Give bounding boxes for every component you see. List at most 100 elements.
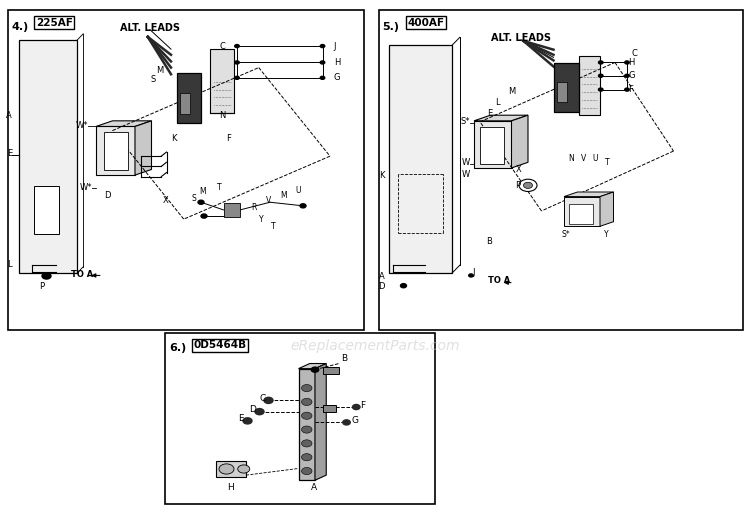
Circle shape	[598, 88, 603, 91]
Bar	[556, 82, 567, 102]
Text: N: N	[568, 154, 574, 163]
Polygon shape	[512, 115, 528, 168]
Text: T: T	[605, 158, 610, 167]
Text: L: L	[495, 98, 500, 107]
Text: P: P	[40, 282, 44, 291]
Circle shape	[302, 440, 312, 447]
Text: J: J	[334, 41, 336, 51]
Polygon shape	[96, 121, 152, 126]
Circle shape	[302, 426, 312, 433]
Text: B: B	[486, 237, 492, 246]
Text: M: M	[280, 191, 286, 200]
Text: A: A	[311, 483, 317, 493]
Text: S: S	[192, 194, 196, 203]
Text: C: C	[219, 41, 225, 51]
Polygon shape	[474, 115, 528, 121]
Text: C: C	[260, 394, 266, 403]
Circle shape	[625, 61, 629, 64]
Text: G: G	[334, 73, 340, 82]
Text: P: P	[514, 181, 520, 190]
Circle shape	[302, 398, 312, 406]
Text: 6.): 6.)	[169, 343, 186, 353]
Bar	[34, 186, 58, 234]
Bar	[379, 10, 742, 330]
Circle shape	[598, 61, 603, 64]
Text: C: C	[632, 49, 638, 58]
Circle shape	[201, 214, 207, 218]
Text: D: D	[104, 191, 111, 200]
Circle shape	[302, 454, 312, 461]
Bar	[177, 73, 201, 123]
Bar	[180, 93, 190, 114]
Text: B: B	[341, 354, 347, 363]
Text: H: H	[334, 58, 340, 67]
Text: V: V	[266, 196, 272, 205]
Text: H: H	[228, 483, 234, 492]
Circle shape	[302, 467, 312, 475]
Circle shape	[302, 385, 312, 392]
Circle shape	[302, 412, 312, 419]
Text: D: D	[250, 405, 256, 414]
Bar	[480, 127, 504, 164]
Circle shape	[625, 74, 629, 77]
Polygon shape	[564, 197, 600, 226]
Text: 400AF: 400AF	[407, 18, 444, 28]
Text: W*: W*	[80, 183, 92, 192]
Text: L: L	[8, 260, 12, 269]
Text: A: A	[379, 272, 385, 281]
Text: D: D	[378, 282, 385, 291]
Text: 0D5464B: 0D5464B	[194, 340, 247, 351]
Bar	[554, 63, 579, 112]
Text: X: X	[163, 196, 169, 205]
Bar	[388, 45, 452, 273]
Circle shape	[625, 88, 629, 91]
Text: Y: Y	[260, 215, 264, 224]
Text: G: G	[628, 71, 635, 80]
Text: A: A	[6, 111, 12, 120]
Text: R: R	[251, 203, 257, 212]
Bar	[224, 203, 240, 217]
Text: U: U	[592, 154, 598, 163]
Text: G: G	[351, 416, 358, 425]
Text: M: M	[200, 187, 206, 197]
Polygon shape	[600, 192, 613, 226]
Circle shape	[343, 420, 350, 425]
Text: ALT. LEADS: ALT. LEADS	[491, 33, 551, 44]
Circle shape	[219, 464, 234, 474]
Text: TO A: TO A	[488, 276, 510, 285]
Text: K: K	[172, 134, 177, 143]
Text: S*: S*	[561, 230, 570, 239]
Bar	[298, 369, 315, 480]
Bar	[104, 132, 128, 170]
Text: X: X	[516, 165, 522, 175]
Circle shape	[300, 204, 306, 208]
Text: TO A: TO A	[71, 270, 94, 279]
Circle shape	[320, 76, 325, 79]
Text: S*: S*	[460, 117, 470, 126]
Text: F: F	[360, 401, 365, 410]
Circle shape	[235, 45, 239, 48]
Bar	[216, 461, 246, 477]
Text: N: N	[219, 111, 225, 120]
Text: E: E	[488, 109, 492, 118]
Text: E: E	[7, 149, 12, 158]
Polygon shape	[315, 364, 326, 480]
Text: U: U	[296, 186, 302, 195]
Bar	[19, 40, 77, 273]
Circle shape	[243, 418, 252, 424]
Text: W: W	[462, 169, 470, 179]
Circle shape	[352, 404, 360, 410]
Text: F: F	[628, 85, 633, 94]
Text: V: V	[580, 154, 586, 163]
Bar	[210, 49, 234, 113]
Text: M: M	[156, 66, 164, 75]
Bar	[8, 10, 364, 330]
Text: E: E	[238, 414, 244, 423]
Text: 4.): 4.)	[11, 22, 28, 32]
Bar	[165, 333, 435, 504]
Circle shape	[238, 465, 250, 473]
Bar	[322, 367, 339, 374]
Circle shape	[235, 61, 239, 64]
Circle shape	[320, 45, 325, 48]
Text: F: F	[226, 134, 231, 143]
